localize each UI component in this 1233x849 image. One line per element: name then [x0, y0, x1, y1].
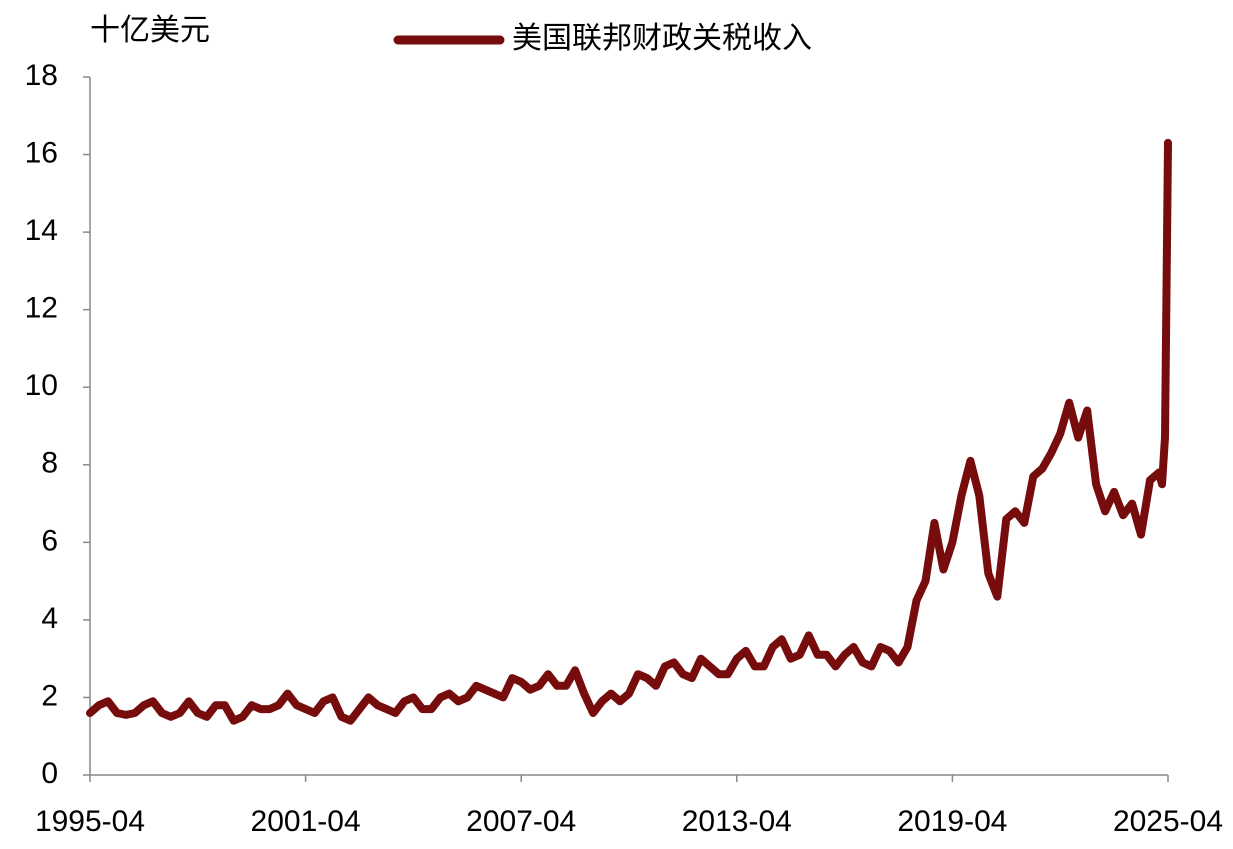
legend-label: 美国联邦财政关税收入 — [512, 22, 812, 55]
x-tick-label: 2019-04 — [897, 805, 1007, 838]
x-tick-label: 2007-04 — [466, 805, 576, 838]
y-tick-label: 10 — [25, 369, 58, 402]
y-tick-label: 4 — [41, 602, 58, 635]
x-tick-label: 2025-04 — [1113, 805, 1223, 838]
x-tick-label: 2013-04 — [682, 805, 792, 838]
y-tick-label: 0 — [41, 757, 58, 790]
y-tick-label: 6 — [41, 524, 58, 557]
y-tick-label: 14 — [25, 214, 58, 247]
y-tick-label: 2 — [41, 679, 58, 712]
data-line — [86, 138, 1172, 725]
y-tick-label: 12 — [25, 292, 58, 325]
y-unit: 十亿美元 — [90, 14, 210, 47]
y-tick-label: 18 — [25, 59, 58, 92]
x-tick-label: 2001-04 — [251, 805, 361, 838]
x-tick-label: 1995-04 — [35, 805, 145, 838]
y-tick-label: 16 — [25, 136, 58, 169]
y-tick-label: 8 — [41, 447, 58, 480]
